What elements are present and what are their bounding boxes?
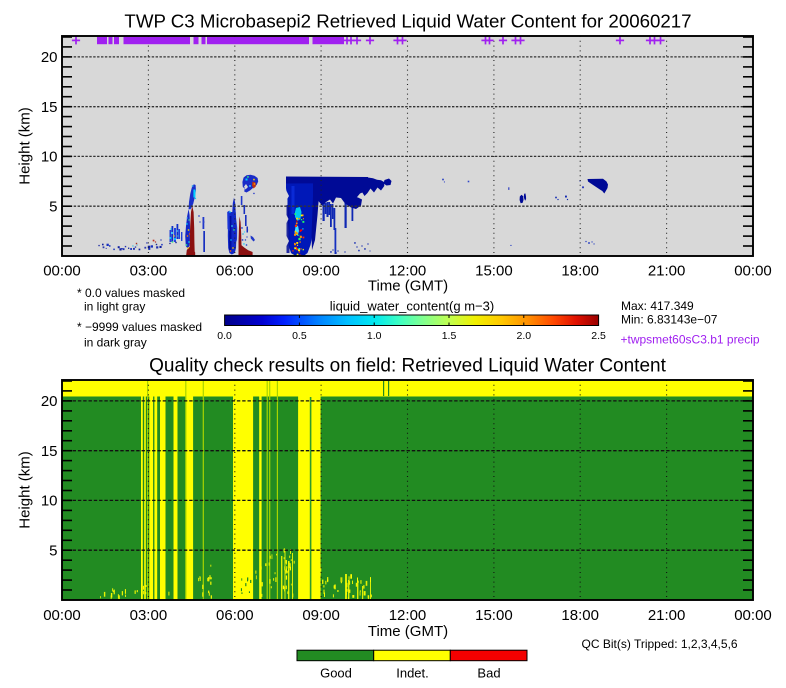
svg-text:06:00: 06:00: [216, 263, 254, 280]
svg-text:21:00: 21:00: [648, 607, 686, 624]
svg-text:Height (km): Height (km): [17, 451, 34, 529]
svg-text:03:00: 03:00: [130, 263, 168, 280]
svg-text:* −9999 values masked: * −9999 values masked: [77, 320, 202, 334]
svg-text:Quality check results on field: Quality check results on field: Retrieve…: [149, 356, 666, 377]
svg-text:+twpsmet60sC3.b1 precip: +twpsmet60sC3.b1 precip: [621, 333, 760, 347]
svg-text:00:00: 00:00: [734, 607, 772, 624]
svg-text:Height (km): Height (km): [17, 107, 34, 185]
svg-text:10: 10: [41, 493, 58, 510]
svg-text:15:00: 15:00: [475, 607, 513, 624]
svg-text:00:00: 00:00: [43, 263, 81, 280]
svg-text:5: 5: [49, 198, 57, 215]
svg-text:06:00: 06:00: [216, 607, 254, 624]
svg-text:in light gray: in light gray: [84, 300, 145, 314]
svg-text:Min: 6.83143e−07: Min: 6.83143e−07: [621, 313, 718, 327]
svg-text:in dark gray: in dark gray: [84, 336, 147, 350]
svg-text:21:00: 21:00: [648, 263, 686, 280]
svg-text:Bad: Bad: [477, 666, 500, 681]
svg-text:Time (GMT): Time (GMT): [368, 278, 448, 295]
svg-text:1.5: 1.5: [442, 330, 457, 342]
svg-text:Max: 417.349: Max: 417.349: [621, 299, 694, 313]
svg-text:12:00: 12:00: [389, 607, 427, 624]
svg-text:18:00: 18:00: [561, 263, 599, 280]
svg-text:0.5: 0.5: [292, 330, 307, 342]
svg-text:00:00: 00:00: [734, 263, 772, 280]
svg-text:18:00: 18:00: [561, 607, 599, 624]
svg-text:20: 20: [41, 49, 58, 66]
svg-text:QC Bit(s) Tripped: 1,2,3,4,5,6: QC Bit(s) Tripped: 1,2,3,4,5,6: [582, 637, 738, 651]
svg-text:15: 15: [41, 99, 58, 116]
svg-text:15: 15: [41, 443, 58, 460]
svg-text:1.0: 1.0: [367, 330, 382, 342]
svg-text:0.0: 0.0: [217, 330, 232, 342]
svg-text:5: 5: [49, 542, 57, 559]
svg-text:10: 10: [41, 149, 58, 166]
svg-text:Good: Good: [320, 666, 352, 681]
svg-text:09:00: 09:00: [302, 263, 340, 280]
svg-text:TWP C3 Microbasepi2 Retrieved: TWP C3 Microbasepi2 Retrieved Liquid Wat…: [124, 10, 691, 31]
svg-text:Indet.: Indet.: [396, 666, 429, 681]
svg-text:liquid_water_content(g m−3): liquid_water_content(g m−3): [330, 299, 494, 314]
svg-text:12:00: 12:00: [389, 263, 427, 280]
svg-text:15:00: 15:00: [475, 263, 513, 280]
svg-text:09:00: 09:00: [302, 607, 340, 624]
svg-text:20: 20: [41, 393, 58, 410]
svg-text:00:00: 00:00: [43, 607, 81, 624]
svg-text:2.0: 2.0: [516, 330, 531, 342]
svg-text:03:00: 03:00: [130, 607, 168, 624]
svg-text:Time (GMT): Time (GMT): [368, 623, 448, 640]
svg-text:* 0.0 values masked: * 0.0 values masked: [77, 286, 185, 300]
svg-text:2.5: 2.5: [591, 330, 606, 342]
